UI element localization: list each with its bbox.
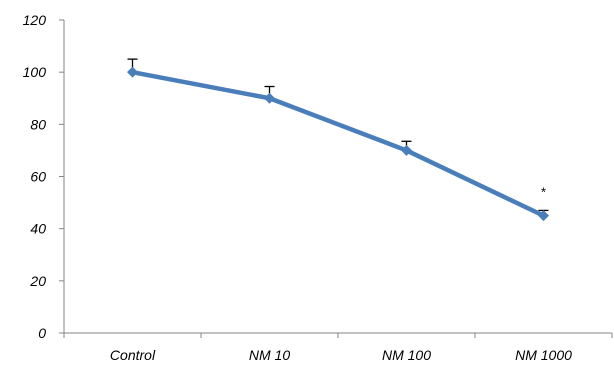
- data-point-marker: [538, 210, 549, 222]
- series-line: [130, 69, 546, 218]
- chart-series: [127, 66, 549, 222]
- y-tick-label: 100: [23, 64, 47, 80]
- data-point-marker: [264, 92, 275, 104]
- chart-axes: [59, 19, 613, 338]
- chart-tick-labels: 0 20 40 60 80 100 120 Control NM 10 NM 100 NM 1000: [23, 12, 572, 363]
- data-point-marker: [401, 144, 412, 156]
- x-tick-label: NM 10: [249, 347, 290, 363]
- y-tick-label: 60: [30, 169, 46, 185]
- x-tick-label: NM 1000: [515, 347, 572, 363]
- x-tick-label: NM 100: [382, 347, 431, 363]
- x-tick-label: Control: [110, 347, 156, 363]
- data-point-marker: [127, 66, 138, 78]
- y-tick-label: 120: [23, 12, 47, 28]
- significance-marker: *: [541, 184, 546, 199]
- y-tick-label: 0: [38, 325, 46, 341]
- chart-annotations: *: [541, 184, 546, 199]
- y-tick-label: 80: [30, 116, 46, 132]
- y-tick-label: 40: [30, 221, 46, 237]
- y-tick-label: 20: [29, 273, 46, 289]
